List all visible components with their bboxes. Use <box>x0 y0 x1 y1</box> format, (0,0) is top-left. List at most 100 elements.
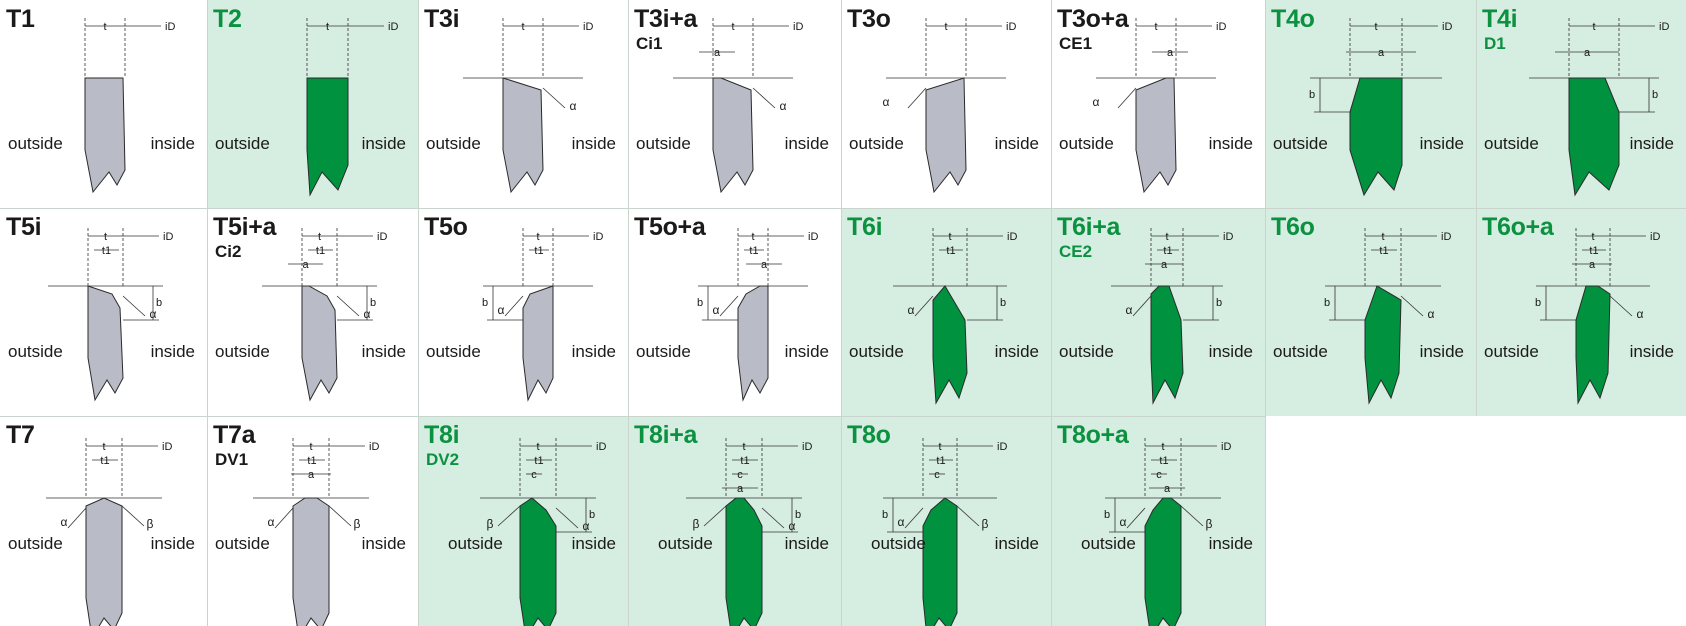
dim-iD-label: iD <box>388 21 398 33</box>
dim-iD-label: iD <box>583 21 593 33</box>
outside-label: outside <box>849 134 904 153</box>
dim-alpha-leader <box>122 295 146 317</box>
tooth-profile-drawing: t iD t1 a α b <box>1111 228 1233 405</box>
dim-iD-label: iD <box>369 441 379 453</box>
tooth-cell-t6i: T6i t iD t1 α b outside inside <box>841 208 1051 416</box>
tooth-profile-shape <box>1364 285 1402 405</box>
dim-t1-label: t1 <box>534 455 543 467</box>
dim-b-label: b <box>697 297 703 309</box>
tooth-cell-t2: T2 t iD outside inside <box>207 0 418 208</box>
dim-alpha-leader <box>1126 507 1146 529</box>
dim-t-label: t <box>1591 231 1594 243</box>
inside-label: inside <box>1629 342 1674 361</box>
tooth-profile-drawing: t iD a b <box>1529 18 1669 197</box>
tooth-profile-shape <box>932 285 968 405</box>
dim-t-label: t <box>1161 441 1164 453</box>
tooth-title: T7 <box>6 421 35 449</box>
grid-divider <box>1051 416 1052 626</box>
dim-b-label: b <box>1309 89 1315 101</box>
dim-t-label: t <box>948 231 951 243</box>
tooth-title: T3o+a <box>1057 5 1129 33</box>
tooth-cell-t6o-plus-a: T6o+a t iD t1 a α b outside inside <box>1476 208 1686 416</box>
dim-b-label: b <box>1000 297 1006 309</box>
inside-label: inside <box>150 534 195 553</box>
dim-iD-label: iD <box>1442 21 1452 33</box>
dim-t1-label: t1 <box>946 245 955 257</box>
tooth-subtitle: CE2 <box>1059 242 1093 261</box>
outside-label: outside <box>426 134 481 153</box>
dim-t-label: t <box>318 231 321 243</box>
dim-alpha-leader <box>336 295 360 317</box>
tooth-profile-drawing: t iD t1 a α b <box>1535 228 1660 405</box>
dim-iD-label: iD <box>1223 231 1233 243</box>
dim-b-label: b <box>1216 297 1222 309</box>
grid-divider <box>841 0 842 208</box>
tooth-profile-drawing: t iD t1 a α β <box>253 438 379 626</box>
dim-a-label: a <box>302 259 309 271</box>
tooth-cell-t1: T1 t iD outside inside <box>0 0 207 208</box>
dim-beta-leader <box>328 505 352 527</box>
dim-t1-label: t1 <box>307 455 316 467</box>
outside-label: outside <box>871 534 926 553</box>
inside-label: inside <box>994 342 1039 361</box>
tooth-profile-shape <box>519 497 557 626</box>
tooth-title: T6i+a <box>1057 213 1121 241</box>
tooth-cell-t6o: T6o t iD t1 α b outside inside <box>1265 208 1476 416</box>
dim-a-label: a <box>1164 483 1171 495</box>
dim-a-label: a <box>1161 259 1168 271</box>
inside-label: inside <box>150 134 195 153</box>
dim-t-label: t <box>938 441 941 453</box>
dim-t-label: t <box>536 441 539 453</box>
tooth-title: T6i <box>847 213 883 241</box>
dim-alpha-leader <box>555 507 579 529</box>
grid-divider <box>418 0 419 208</box>
dim-t-label: t <box>521 21 524 33</box>
dim-alpha-label: α <box>713 303 720 317</box>
outside-label: outside <box>448 534 503 553</box>
tooth-cell-t4o: T4o t iD a b outside inside <box>1265 0 1476 208</box>
grid-divider <box>418 208 419 416</box>
outside-label: outside <box>215 342 270 361</box>
tooth-title: T8i+a <box>634 421 698 449</box>
dim-iD-label: iD <box>163 231 173 243</box>
dim-c-label: c <box>934 469 940 481</box>
dim-beta-leader <box>703 505 727 527</box>
inside-label: inside <box>1208 534 1253 553</box>
grid-divider <box>1265 0 1266 208</box>
dim-t-label: t <box>1381 231 1384 243</box>
inside-label: inside <box>1629 134 1674 153</box>
grid-divider <box>628 208 629 416</box>
inside-label: inside <box>571 342 616 361</box>
dim-t1-label: t1 <box>1163 245 1172 257</box>
dim-alpha-label: α <box>1093 95 1100 109</box>
inside-label: inside <box>571 134 616 153</box>
tooth-subtitle: Ci1 <box>636 34 663 53</box>
dim-beta-label: β <box>1206 517 1213 531</box>
dim-alpha-label: α <box>1126 303 1133 317</box>
dim-iD-label: iD <box>997 441 1007 453</box>
tooth-title: T8o <box>847 421 891 449</box>
dim-alpha-label: α <box>1637 307 1644 321</box>
outside-label: outside <box>8 342 63 361</box>
inside-label: inside <box>784 342 829 361</box>
dim-t1-label: t1 <box>1379 245 1388 257</box>
tooth-title: T5o+a <box>634 213 706 241</box>
dim-iD-label: iD <box>1221 441 1231 453</box>
tooth-profile-shape <box>87 285 124 402</box>
dim-iD-label: iD <box>1216 21 1226 33</box>
tooth-profile-shape <box>292 497 330 626</box>
dim-b-label: b <box>1652 89 1658 101</box>
dim-b-label: b <box>589 509 595 521</box>
tooth-cell-t3i: T3i t iD α outside inside <box>418 0 628 208</box>
grid-divider <box>207 0 208 208</box>
grid-divider <box>628 0 629 208</box>
tooth-title: T6o <box>1271 213 1315 241</box>
tooth-cell-t5i: T5i t iD t1 α b outside inside <box>0 208 207 416</box>
dim-alpha-label: α <box>780 99 787 113</box>
inside-label: inside <box>994 534 1039 553</box>
tooth-profile-drawing: t iD a b <box>1309 18 1452 197</box>
